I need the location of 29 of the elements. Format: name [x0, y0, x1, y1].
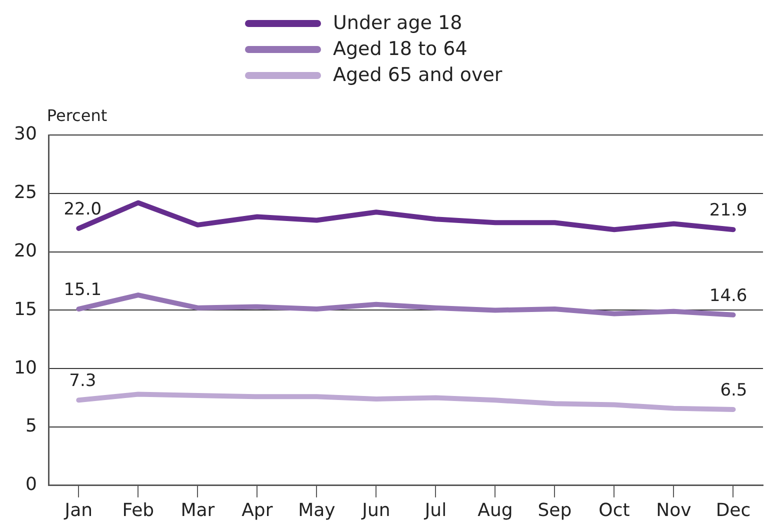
y-tick-label: 0: [25, 474, 37, 496]
data-label: 6.5: [720, 380, 748, 400]
y-tick-label: 25: [14, 182, 37, 204]
data-label: 7.3: [69, 371, 96, 392]
x-tick-label: May: [298, 500, 336, 521]
data-label: 21.9: [709, 200, 748, 221]
data-label: 22.0: [64, 199, 102, 220]
legend-label: Aged 18 to 64: [333, 38, 468, 60]
x-tick-label: Jan: [64, 500, 93, 521]
x-tick-label: Nov: [656, 500, 692, 521]
x-tick-label: Feb: [122, 500, 154, 521]
y-tick-label: 5: [25, 416, 37, 437]
data-label: 15.1: [64, 280, 102, 300]
x-tick-label: Aug: [478, 500, 513, 521]
legend-label: Under age 18: [333, 12, 462, 34]
x-tick-label: Apr: [242, 500, 274, 521]
x-tick-label: Jun: [361, 500, 390, 521]
x-tick-label: Mar: [180, 500, 216, 521]
y-axis-title: Percent: [46, 106, 108, 126]
x-tick-label: Dec: [716, 500, 751, 521]
x-tick-label: Oct: [598, 500, 630, 521]
y-tick-label: 10: [14, 357, 37, 378]
x-tick-label: Sep: [538, 500, 572, 521]
x-tick-label: Jul: [424, 500, 447, 521]
y-tick-label: 20: [14, 240, 37, 262]
y-tick-label: 15: [14, 298, 37, 320]
y-tick-label: 30: [14, 124, 37, 145]
legend-label: Aged 65 and over: [333, 64, 502, 86]
data-label: 14.6: [709, 286, 748, 306]
